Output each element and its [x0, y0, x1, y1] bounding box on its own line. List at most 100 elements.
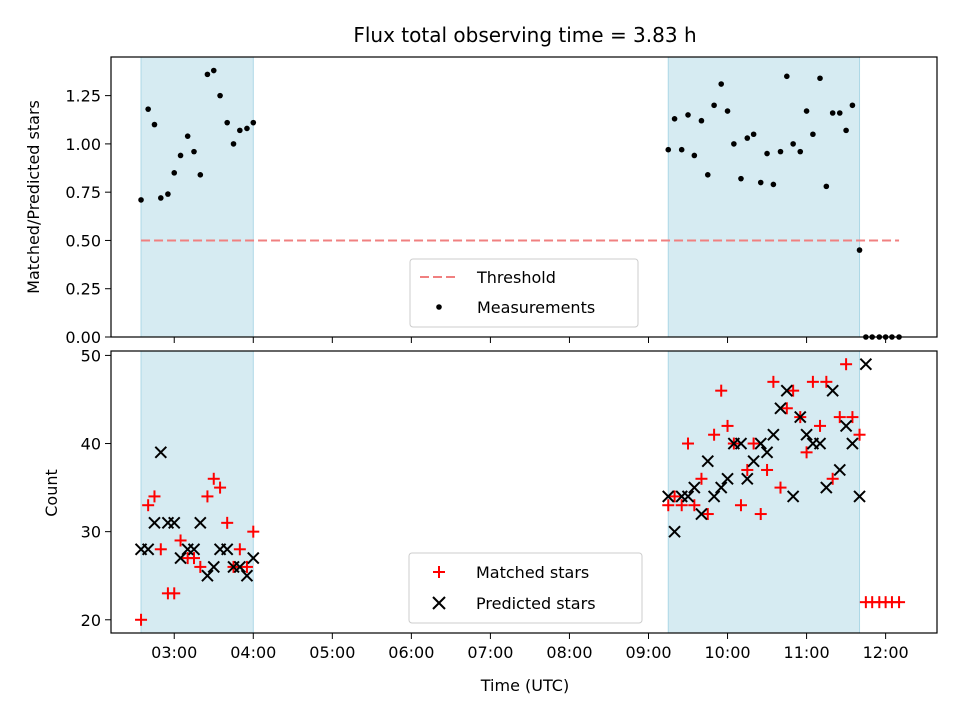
predicted-star-point — [754, 437, 767, 450]
matched-star-point — [662, 499, 675, 512]
matched-star-point — [846, 411, 859, 424]
predicted-star-point — [154, 446, 168, 459]
matched-star-point — [675, 499, 688, 512]
x-tick-label: 04:00 — [230, 643, 276, 662]
measurement-point — [191, 148, 197, 155]
legend-matched-swatch — [433, 566, 445, 578]
matched-star-point — [695, 472, 708, 485]
matched-star-point — [201, 490, 214, 503]
x-tick-label: 10:00 — [704, 643, 750, 662]
predicted-star-point — [734, 437, 748, 450]
predicted-star-point — [859, 358, 873, 371]
matched-star-point — [767, 375, 780, 388]
matched-star-point — [853, 428, 866, 441]
measurement-point — [738, 175, 744, 182]
top-legend: Threshold Measurements — [409, 258, 639, 328]
top-y-axis-label: Matched/Predicted stars — [24, 100, 43, 294]
measurement-point — [698, 117, 705, 124]
measurement-point — [731, 141, 737, 147]
matched-star-point — [233, 543, 246, 556]
measurement-point — [724, 108, 731, 114]
x-tick-label: 06:00 — [388, 643, 434, 662]
legend-predicted-swatch — [432, 596, 446, 610]
measurement-point — [230, 141, 237, 147]
predicted-star-point — [247, 551, 260, 565]
matched-star-point — [833, 411, 846, 424]
predicted-star-point — [839, 419, 853, 433]
matched-star-point — [247, 525, 260, 538]
matched-star-point — [682, 437, 695, 450]
predicted-star-point — [767, 428, 780, 441]
matched-star-point — [747, 437, 760, 450]
matched-star-point — [820, 375, 833, 388]
measurement-point — [685, 112, 691, 118]
observing-window — [667, 56, 861, 338]
matched-star-point — [668, 490, 681, 503]
matched-star-point — [168, 587, 181, 600]
observing-window — [140, 350, 254, 634]
measurement-point — [244, 125, 250, 132]
predicted-star-point — [187, 543, 201, 556]
matched-star-point — [787, 384, 800, 397]
measurement-point — [197, 171, 204, 178]
predicted-star-point — [194, 516, 207, 530]
measurement-point — [790, 141, 796, 147]
predicted-star-point — [853, 490, 866, 503]
matched-star-point — [761, 463, 774, 476]
predicted-star-point — [741, 472, 754, 485]
measurement-point — [678, 146, 685, 153]
measurement-point — [803, 108, 810, 114]
measurement-point — [849, 102, 856, 109]
matched-star-point — [840, 358, 853, 371]
x-tick-label: 05:00 — [309, 643, 355, 662]
matched-star-point — [826, 472, 839, 485]
matched-star-point — [688, 499, 701, 512]
predicted-star-point — [800, 428, 813, 441]
x-tick-label: 07:00 — [467, 643, 513, 662]
matched-star-point — [715, 384, 728, 397]
predicted-star-point — [695, 507, 708, 521]
x-tick-label: 11:00 — [784, 643, 830, 662]
measurement-point — [744, 135, 751, 141]
predicted-star-point — [715, 481, 728, 494]
measurement-point — [217, 92, 223, 99]
x-tick-label: 08:00 — [546, 643, 592, 662]
measurement-point — [671, 115, 678, 122]
bottom-panel: 03:00 04:00 05:00 06:00 07:00 08:00 09:00 10:00… — [42, 346, 938, 695]
predicted-star-point — [148, 516, 161, 530]
predicted-star-point — [774, 402, 787, 415]
top-axes-ticks: 0.00 0.25 0.50 0.75 1.00 1.25 — [65, 87, 887, 347]
predicted-star-point — [747, 454, 760, 468]
bottom-axes-ticks: 03:00 04:00 05:00 06:00 07:00 08:00 09:00 10:00… — [81, 346, 909, 662]
legend-threshold-label: Threshold — [476, 268, 556, 287]
chart-title: Flux total observing time = 3.83 h — [353, 23, 696, 47]
measurement-point — [797, 148, 804, 155]
matched-star-point — [154, 543, 167, 556]
top-axes-frame — [110, 56, 938, 338]
predicted-star-point — [701, 454, 714, 468]
predicted-star-point — [233, 560, 247, 574]
measurement-point — [764, 150, 770, 157]
measurement-point — [817, 75, 823, 82]
matched-star-point — [741, 463, 754, 476]
predicted-star-point — [707, 490, 721, 503]
measurement-point — [250, 119, 257, 126]
measurement-point — [810, 131, 816, 138]
bottom-y-axis-label: Count — [42, 469, 61, 517]
measurement-point — [777, 148, 784, 155]
measurement-point — [843, 127, 849, 134]
matched-star-point — [734, 499, 747, 512]
predicted-star-point — [820, 481, 833, 494]
matched-star-point — [135, 613, 148, 626]
measurement-point — [823, 183, 830, 190]
matched-star-point — [893, 596, 906, 609]
top-y-tick-label: 0.25 — [65, 280, 101, 299]
measurement-point — [704, 171, 711, 178]
measurement-point — [665, 146, 672, 153]
observing-window — [140, 56, 254, 338]
measurement-point — [151, 121, 158, 128]
matched-star-point — [721, 419, 734, 432]
measurement-point — [784, 73, 790, 80]
top-y-tick-label: 0.50 — [65, 231, 101, 250]
bottom-legend-box — [408, 552, 643, 624]
